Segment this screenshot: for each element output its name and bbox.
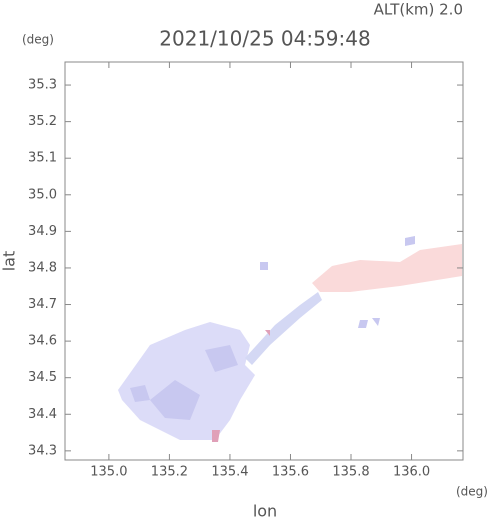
echo-area: [118, 322, 255, 440]
echo-area: [130, 345, 238, 420]
chart-title: 2021/10/25 04:59:48: [159, 27, 370, 51]
y-tick-label: 34.5: [28, 370, 57, 385]
y-tick-label: 34.9: [28, 224, 57, 239]
echo-area: [245, 292, 322, 365]
x-tick-label: 135.2: [151, 465, 188, 480]
y-unit: (deg): [22, 33, 54, 47]
y-tick-label: 34.4: [28, 407, 57, 422]
x-tick-label: 136.0: [393, 465, 430, 480]
y-tick-label: 34.8: [28, 260, 57, 275]
x-unit: (deg): [456, 485, 488, 499]
y-tick-label: 35.2: [28, 114, 57, 129]
plot-frame: [64, 61, 464, 461]
y-tick-label: 35.1: [28, 151, 57, 166]
x-tick-label: 135.6: [272, 465, 309, 480]
altitude-label: ALT(km) 2.0: [374, 1, 463, 19]
y-axis-label: lat: [0, 251, 19, 272]
x-tick-label: 135.8: [332, 465, 369, 480]
x-tick-label: 135.0: [90, 465, 127, 480]
y-tick-label: 35.3: [28, 78, 57, 93]
y-tick-label: 34.3: [28, 443, 57, 458]
echo-field: [118, 236, 462, 442]
echo-area: [312, 244, 462, 292]
x-axis-label: lon: [253, 502, 277, 521]
y-tick-label: 34.6: [28, 334, 57, 349]
y-tick-label: 34.7: [28, 297, 57, 312]
y-tick-label: 35.0: [28, 187, 57, 202]
echo-area: [212, 330, 270, 442]
x-tick-label: 135.4: [211, 465, 248, 480]
